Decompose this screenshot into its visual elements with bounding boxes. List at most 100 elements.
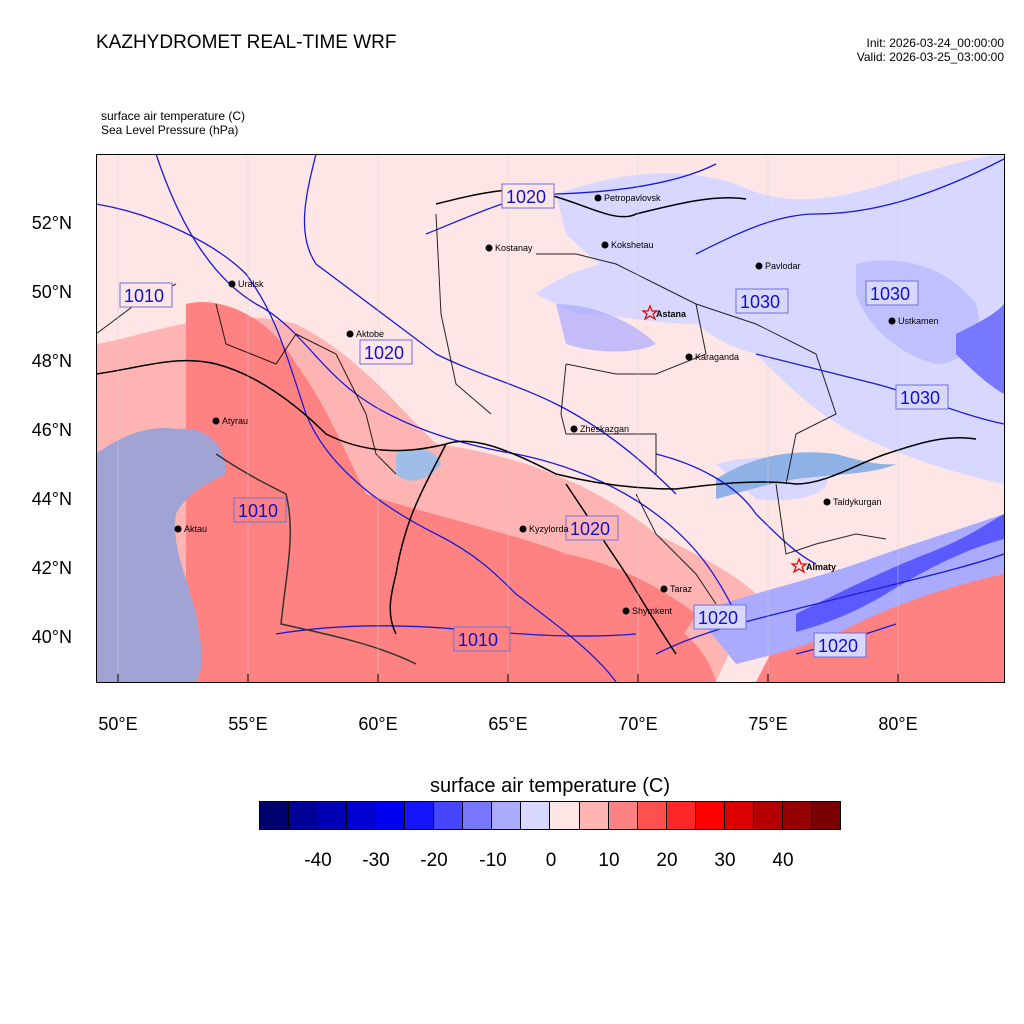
capital-star-icon (641, 304, 659, 321)
colorbar-swatch (492, 802, 522, 829)
weather-map: 1020 1010 1030 1030 1020 1030 1010 1020 … (96, 154, 1005, 683)
isobar-label-text: 1020 (506, 187, 546, 207)
city-karaganda: Karaganda (685, 352, 739, 362)
lon-label: 55°E (228, 714, 268, 734)
colorbar-label: 40 (772, 850, 794, 871)
isobar-label: 1030 (865, 280, 919, 306)
colorbar-swatch (782, 802, 812, 829)
city-aktobe: Aktobe (346, 329, 384, 339)
lon-label: 60°E (358, 714, 398, 734)
city-kostanay: Kostanay (485, 243, 533, 253)
city-label: Pavlodar (765, 261, 801, 271)
city-label: Aktobe (356, 329, 384, 339)
field-pressure: Sea Level Pressure (hPa) (101, 123, 239, 137)
lat-label: 48°N (31, 351, 72, 371)
isobar-label: 1020 (813, 632, 867, 658)
capital-star-icon (790, 557, 808, 574)
isobar-label-text: 1010 (124, 286, 164, 306)
colorbar-label: 20 (656, 850, 678, 871)
isobar-label: 1020 (693, 604, 747, 630)
field-temperature: surface air temperature (C) (101, 109, 246, 123)
lon-label: 75°E (748, 714, 788, 734)
isobar-label-text: 1020 (698, 608, 738, 628)
isobar-label-text: 1010 (238, 501, 278, 521)
country-borders (96, 189, 977, 655)
lat-label: 50°N (31, 282, 72, 302)
colorbar-swatch (637, 802, 667, 829)
lon-label: 50°E (98, 714, 138, 734)
city-label: Karaganda (695, 352, 739, 362)
colorbar-swatch (695, 802, 725, 829)
isobar-label: 1030 (895, 384, 949, 410)
lat-label: 44°N (31, 489, 72, 509)
isobar-label-text: 1030 (900, 388, 940, 408)
city-aktau: Aktau (174, 524, 207, 534)
city-label: Zheskazgan (580, 424, 629, 434)
city-ustkamen: Ustkamen (888, 316, 939, 326)
valid-time: Valid: 2026-03-25_03:00:00 (856, 50, 1004, 64)
city-shymkent: Shymkent (622, 606, 673, 616)
isobar-label: 1010 (233, 497, 287, 523)
city-label: Astana (656, 309, 687, 319)
colorbar-swatch (666, 802, 696, 829)
caspian-sea (96, 428, 226, 682)
city-label: Atyrau (222, 416, 248, 426)
map-frame (96, 154, 1005, 683)
colorbar-swatch (318, 802, 348, 829)
isobar-label: 1020 (501, 183, 555, 209)
colorbar-swatch (608, 802, 638, 829)
colorbar-swatch (289, 802, 319, 829)
city-pavlodar: Pavlodar (755, 261, 801, 271)
city-taraz: Taraz (660, 584, 693, 594)
colorbar-label: 10 (598, 850, 620, 871)
colorbar-swatch (463, 802, 493, 829)
lon-label: 80°E (878, 714, 918, 734)
colorbar-swatch (376, 802, 406, 829)
colorbar-label: 30 (714, 850, 736, 871)
lat-label: 52°N (31, 213, 72, 233)
isobar-label-text: 1020 (818, 636, 858, 656)
colorbar-swatch (405, 802, 435, 829)
isobar-label: 1030 (735, 288, 789, 314)
city-label: Petropavlovsk (604, 193, 661, 203)
city-atyrau: Atyrau (212, 416, 248, 426)
forecast-times: Init: 2026-03-24_00:00:00 Valid: 2026-03… (857, 36, 1004, 64)
lat-label: 46°N (31, 420, 72, 440)
isobar-label-text: 1030 (870, 284, 910, 304)
graticule (117, 154, 899, 682)
city-label: Kostanay (495, 243, 533, 253)
colorbar-swatch (550, 802, 580, 829)
colorbar-swatch (724, 802, 754, 829)
colorbar-swatch (753, 802, 783, 829)
city-label: Almaty (806, 562, 836, 572)
chart-title: KAZHYDROMET REAL-TIME WRF (96, 32, 397, 53)
colorbar-label: -40 (304, 850, 332, 871)
colorbar-swatch (434, 802, 464, 829)
city-kokshetau: Kokshetau (601, 240, 654, 250)
city-taldykurgan: Taldykurgan (823, 497, 882, 507)
city-markers: Petropavlovsk Kostanay Kokshetau Pavloda… (174, 193, 939, 616)
southern-border (215, 453, 417, 665)
city-label: Kyzylorda (529, 524, 569, 534)
colorbar-title: surface air temperature (C) (429, 775, 671, 797)
lat-label: 42°N (31, 558, 72, 578)
city-label: Taraz (670, 584, 693, 594)
isobar-label: 1020 (359, 339, 413, 365)
lat-label: 40°N (31, 627, 72, 647)
isobar-label-text: 1030 (740, 292, 780, 312)
city-label: Uralsk (238, 279, 264, 289)
field-descriptions: surface air temperature (C) Sea Level Pr… (101, 109, 245, 137)
colorbar-swatch (260, 802, 290, 829)
isobar-labels: 1020 1010 1030 1030 1020 1030 1010 1020 … (119, 183, 949, 658)
colorbar-label: -20 (420, 850, 448, 871)
isobar-label: 1010 (453, 626, 511, 652)
isobar-label: 1010 (119, 282, 173, 308)
colorbar-label: 0 (545, 850, 557, 871)
city-almaty: Almaty (790, 557, 836, 574)
init-time: Init: 2026-03-24_00:00:00 (866, 36, 1004, 50)
city-label: Shymkent (632, 606, 673, 616)
city-label: Ustkamen (898, 316, 939, 326)
city-label: Kokshetau (611, 240, 654, 250)
city-astana: Astana (641, 304, 687, 321)
region-borders (96, 213, 887, 605)
